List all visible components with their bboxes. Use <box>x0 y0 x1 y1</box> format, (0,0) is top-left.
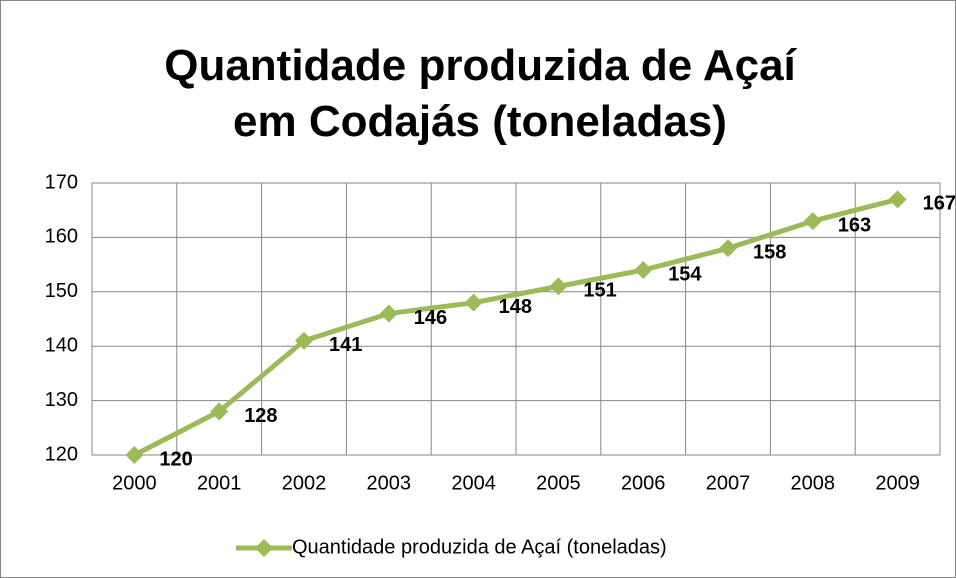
x-tick-label: 2004 <box>451 472 496 494</box>
x-tick-label: 2002 <box>282 472 327 494</box>
legend-marker <box>255 539 273 557</box>
data-label: 141 <box>329 334 362 356</box>
x-tick-label: 2006 <box>621 472 666 494</box>
point-marker <box>210 402 229 421</box>
x-tick-label: 2003 <box>367 472 412 494</box>
x-tick-label: 2009 <box>875 472 920 494</box>
series-line <box>133 196 899 458</box>
point-marker <box>125 446 144 464</box>
x-tick-label: 2005 <box>536 472 581 494</box>
data-label: 128 <box>244 405 277 427</box>
y-tick-label: 170 <box>45 171 78 193</box>
data-label: 163 <box>838 214 871 236</box>
point-marker <box>295 331 313 350</box>
point-marker <box>379 304 398 323</box>
y-tick-label: 130 <box>45 389 78 411</box>
y-tick-label: 120 <box>45 443 78 465</box>
data-label: 120 <box>159 448 192 470</box>
x-tick-label: 2007 <box>706 472 751 494</box>
point-marker <box>803 212 822 231</box>
point-marker <box>888 190 907 209</box>
x-tick-label: 2000 <box>112 472 157 494</box>
y-tick-label: 160 <box>45 226 78 248</box>
y-tick-label: 140 <box>45 334 78 356</box>
data-label: 158 <box>753 242 786 264</box>
x-tick-label: 2008 <box>791 472 836 494</box>
y-tick-label: 150 <box>45 280 78 302</box>
data-label: 148 <box>499 296 532 318</box>
data-label: 167 <box>923 193 956 215</box>
point-marker <box>719 239 737 258</box>
point-marker <box>634 261 653 280</box>
legend-label: Quantidade produzida de Açaí (toneladas) <box>292 536 667 558</box>
x-tick-label: 2001 <box>197 472 242 494</box>
plot-border <box>91 182 941 456</box>
point-marker <box>549 277 568 296</box>
point-marker <box>464 293 483 312</box>
data-label: 146 <box>414 307 447 329</box>
data-label: 154 <box>668 263 702 285</box>
chart-title: Quantidade produzida de Açaí em Codajás … <box>164 41 796 146</box>
data-label: 151 <box>583 280 616 302</box>
